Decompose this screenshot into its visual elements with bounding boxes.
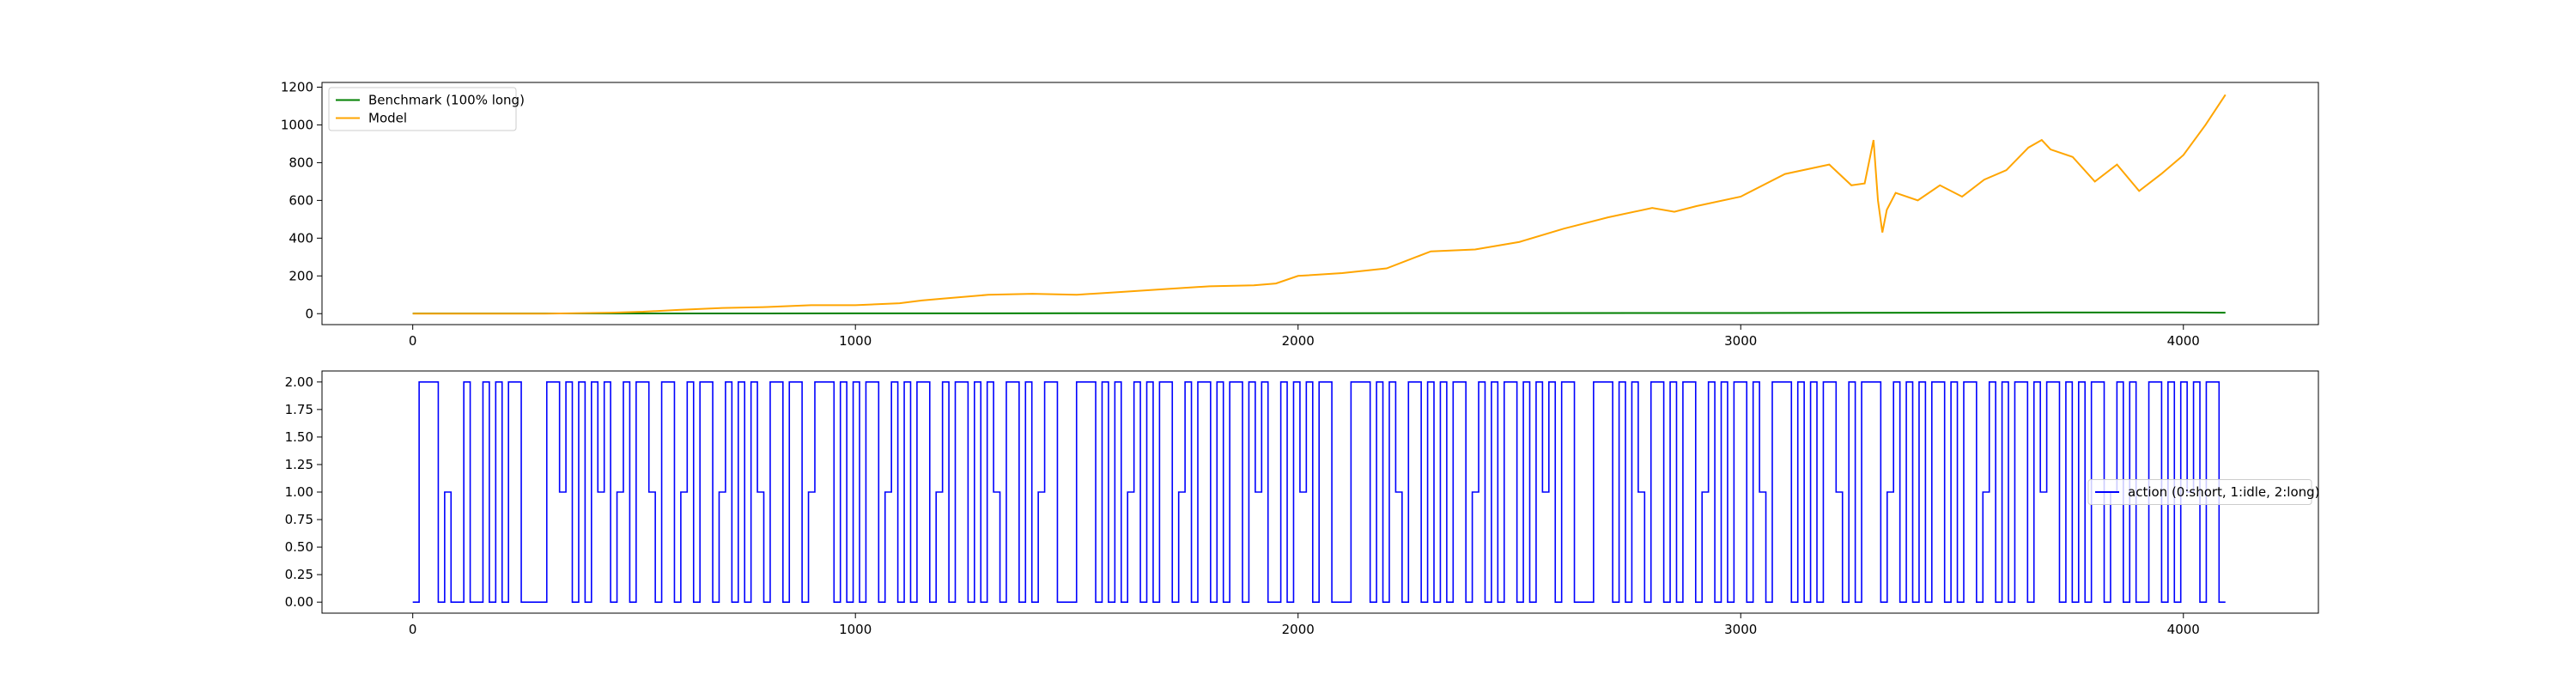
action-y-tick-label: 0.00 [285, 594, 313, 610]
action-y-tick-label: 1.00 [285, 484, 313, 500]
equity-axes-frame [321, 82, 2319, 325]
equity-x-tick-label: 3000 [1724, 333, 1757, 349]
equity-legend-frame [328, 87, 517, 131]
action-y-tick-label: 0.50 [285, 539, 313, 555]
equity-x-tick-label: 2000 [1282, 333, 1315, 349]
equity-x-axis: 0 1000 2000 3000 4000 [409, 325, 2200, 349]
action-x-tick-label: 2000 [1282, 622, 1315, 637]
action-legend: action (0:short, 1:idle, 2:long) [2087, 479, 2320, 505]
action-series-group [412, 381, 2226, 603]
equity-x-tick-label: 4000 [2167, 333, 2200, 349]
action-y-tick-label: 1.25 [285, 457, 313, 472]
equity-y-axis: 0 200 400 600 800 1000 1200 [281, 79, 322, 321]
equity-x-tick-label: 0 [409, 333, 417, 349]
equity-y-tick-label: 800 [289, 155, 313, 170]
equity-legend-label: Benchmark (100% long) [368, 93, 525, 108]
equity-plot-area [322, 82, 2318, 325]
equity-y-tick-label: 600 [289, 192, 313, 208]
action-x-tick-label: 4000 [2167, 622, 2200, 637]
action-series-line-0 [412, 381, 2226, 603]
equity-legend: Benchmark (100% long) Model [328, 87, 525, 131]
action-x-axis: 0 1000 2000 3000 4000 [409, 613, 2200, 637]
action-legend-label: action (0:short, 1:idle, 2:long) [2128, 484, 2320, 500]
action-legend-frame [2087, 479, 2312, 505]
action-y-tick-label: 1.75 [285, 402, 313, 417]
equity-x-tick-label: 1000 [839, 333, 872, 349]
equity-legend-label: Model [368, 111, 407, 126]
action-chart: 0 1000 2000 3000 4000 0.00 0.25 0.50 0.75 1.00 1.… [285, 370, 2320, 637]
action-x-tick-label: 0 [409, 622, 417, 637]
action-y-axis: 0.00 0.25 0.50 0.75 1.00 1.25 1.50 1.75 2.00 [285, 374, 322, 610]
equity-y-tick-label: 400 [289, 230, 313, 246]
equity-chart: 0 1000 2000 3000 4000 020040060080010001200 … [281, 79, 2319, 349]
action-x-tick-label: 3000 [1724, 622, 1757, 637]
equity-series-group [412, 94, 2227, 315]
equity-y-tick-label: 1000 [281, 117, 313, 132]
action-y-tick-label: 2.00 [285, 374, 313, 390]
action-y-tick-label: 1.50 [285, 429, 313, 445]
action-x-tick-label: 1000 [839, 622, 872, 637]
equity-y-tick-label: 200 [289, 268, 313, 283]
action-y-tick-label: 0.25 [285, 567, 313, 582]
equity-series-line-1 [412, 94, 2227, 315]
equity-y-tick-label: 1200 [281, 79, 313, 94]
action-y-tick-label: 0.75 [285, 512, 313, 527]
equity-y-tick-label: 0 [305, 306, 313, 321]
